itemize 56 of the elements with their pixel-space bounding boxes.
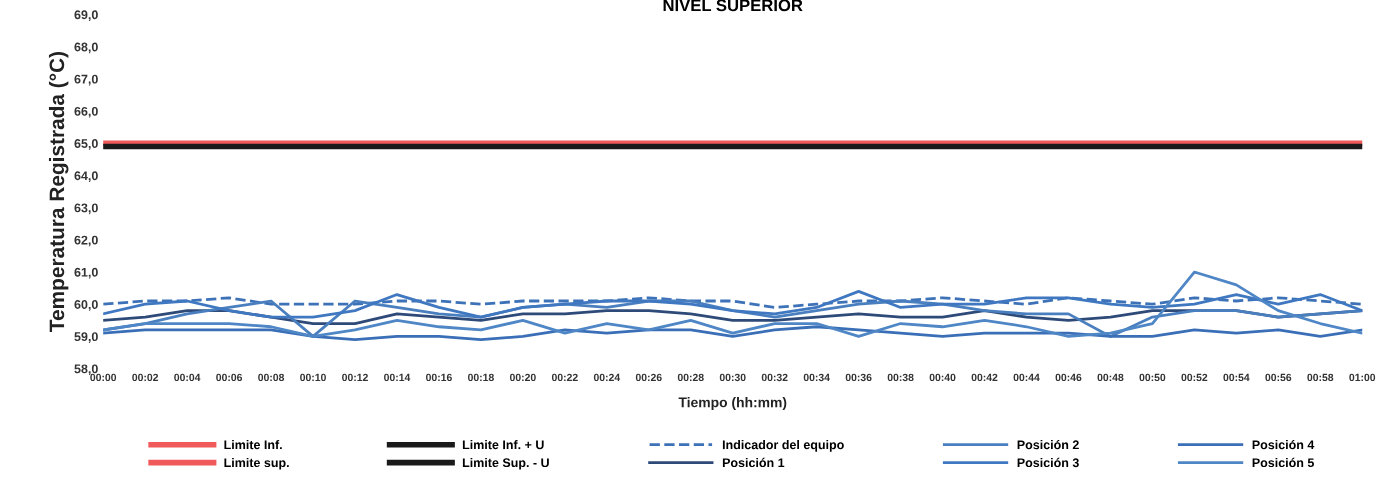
- x-tick-label: 00:56: [1265, 373, 1292, 382]
- y-tick-label: 65,0: [74, 139, 98, 150]
- y-tick-label: 64,0: [74, 171, 98, 182]
- x-tick-label: 00:38: [887, 373, 914, 382]
- y-tick-label: 67,0: [74, 74, 98, 86]
- y-tick-label: 68,0: [74, 42, 98, 54]
- legend-label: Posición 1: [722, 457, 785, 468]
- x-tick-label: 00:36: [845, 373, 872, 382]
- x-tick-label: 00:26: [635, 373, 662, 382]
- x-tick-label: 00:32: [761, 373, 788, 382]
- legend-label: Indicador del equipo: [722, 440, 844, 452]
- x-tick-label: 00:00: [90, 373, 117, 382]
- x-tick-label: 00:24: [593, 373, 621, 382]
- x-tick-label: 00:48: [1097, 373, 1124, 382]
- x-tick-label: 00:20: [509, 373, 536, 382]
- y-tick-label: 63,0: [74, 203, 98, 215]
- x-tick-label: 00:02: [132, 373, 159, 382]
- y-tick-label: 59,0: [74, 332, 98, 343]
- x-tick-label: 00:44: [1013, 373, 1040, 382]
- y-tick-label: 61,0: [74, 267, 98, 279]
- legend-label: Limite Inf. + U: [462, 440, 544, 450]
- x-tick-label: 00:22: [551, 373, 578, 382]
- x-tick-label: 00:14: [384, 373, 411, 382]
- x-tick-label: 00:52: [1181, 373, 1208, 382]
- y-axis-title: Temperatura Registrada (°C): [48, 52, 69, 332]
- x-tick-label: 00:54: [1223, 373, 1250, 382]
- y-tick-label: 58,0: [74, 364, 98, 376]
- legend-label: Posición 4: [1252, 439, 1315, 450]
- x-tick-label: 00:40: [929, 373, 956, 382]
- x-tick-label: 00:42: [971, 373, 998, 382]
- x-tick-label: 00:50: [1139, 373, 1166, 382]
- legend-label: Limite Sup. - U: [462, 457, 549, 470]
- x-tick-label: 00:10: [300, 373, 326, 382]
- legend-label: Limite Inf.: [224, 440, 282, 450]
- y-tick-label: 60,0: [74, 300, 98, 311]
- x-axis-title: Tiempo (hh:mm): [678, 397, 787, 411]
- x-tick-label: 00:18: [468, 373, 494, 382]
- x-tick-label: 00:08: [258, 373, 285, 382]
- x-tick-label: 00:58: [1307, 373, 1334, 382]
- legend-label: Posición 3: [1017, 457, 1079, 468]
- x-tick-label: 01:00: [1349, 373, 1376, 382]
- x-tick-label: 00:06: [216, 373, 243, 382]
- y-tick-label: 69,0: [74, 10, 98, 22]
- x-tick-label: 00:30: [719, 373, 746, 382]
- y-tick-label: 66,0: [74, 106, 98, 118]
- x-tick-label: 00:12: [342, 373, 368, 382]
- chart-title: NIVEL SUPERIOR: [663, 0, 803, 12]
- legend-label: Posición 5: [1252, 457, 1314, 468]
- legend-label: Limite sup.: [224, 457, 289, 470]
- x-tick-label: 00:46: [1055, 373, 1082, 382]
- legend-label: Posición 2: [1017, 439, 1079, 450]
- y-tick-label: 62,0: [74, 235, 98, 247]
- x-tick-label: 00:16: [426, 373, 452, 382]
- x-tick-label: 00:34: [803, 373, 830, 382]
- x-tick-label: 00:04: [174, 373, 201, 382]
- x-tick-label: 00:28: [677, 373, 704, 382]
